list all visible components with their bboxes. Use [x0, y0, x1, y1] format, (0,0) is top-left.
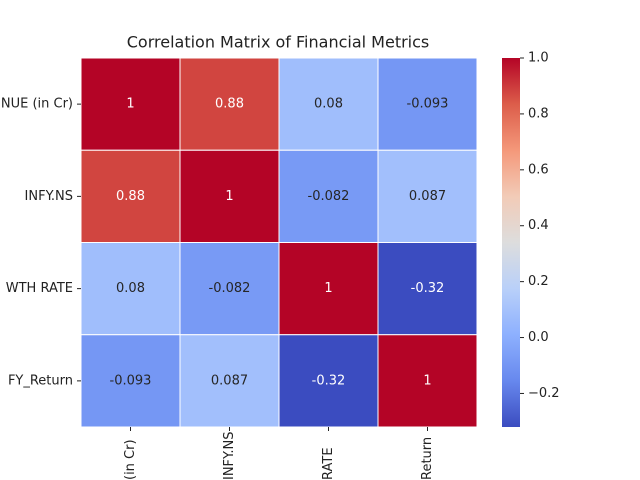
cell-label: 0.88: [215, 97, 244, 112]
colorbar-tick-label: −0.2: [528, 386, 560, 401]
chart-title: Correlation Matrix of Financial Metrics: [127, 33, 430, 52]
heatmap-cell: [179, 242, 280, 336]
heatmap-cell: [377, 57, 478, 151]
heatmap-cell: [179, 149, 280, 243]
y-tick-label: INFY.NS: [25, 189, 73, 204]
colorbar-tick-label: 0.8: [528, 106, 549, 121]
cell-label: 0.087: [409, 189, 446, 204]
cell-label: -0.32: [411, 281, 445, 296]
cell-label: -0.32: [312, 373, 346, 388]
cell-label: 0.88: [116, 189, 145, 204]
colorbar-tick-label: 0.4: [528, 218, 549, 233]
heatmap-cell: [179, 334, 280, 428]
heatmap-cell: [80, 149, 181, 243]
cell-label: -0.093: [407, 97, 449, 112]
cell-label: 1: [225, 189, 233, 204]
heatmap-cell: [377, 242, 478, 336]
x-tick-label: (in Cr): [123, 439, 138, 480]
heatmap-cell: [278, 334, 379, 428]
cell-label: -0.082: [209, 281, 251, 296]
heatmap-cell: [80, 57, 181, 151]
cell-label: 1: [126, 97, 134, 112]
cell-label: 0.087: [211, 373, 248, 388]
colorbar-tick-label: 0.6: [528, 162, 549, 177]
heatmap-cell: [377, 149, 478, 243]
y-tick-label: NUE (in Cr): [1, 97, 73, 112]
colorbar-tick-label: 1.0: [528, 51, 549, 66]
x-tick-label: RATE: [321, 447, 336, 480]
cell-label: -0.093: [110, 373, 152, 388]
colorbar-tick-label: 0.0: [528, 330, 549, 345]
cell-label: 0.08: [116, 281, 145, 296]
heatmap-cell: [278, 57, 379, 151]
heatmap-cell: [377, 334, 478, 428]
cell-label: -0.082: [308, 189, 350, 204]
cell-label: 1: [423, 373, 431, 388]
y-tick-label: FY_Return: [8, 373, 73, 388]
heatmap-cell: [179, 57, 280, 151]
colorbar: [502, 58, 520, 427]
cell-label: 1: [324, 281, 332, 296]
x-tick-label: Return: [420, 437, 435, 480]
colorbar-tick-label: 0.2: [528, 274, 549, 289]
heatmap-cell: [80, 334, 181, 428]
y-tick-label: WTH RATE: [6, 281, 73, 296]
x-tick-label: INFY.NS: [222, 432, 237, 480]
cell-label: 0.08: [314, 97, 343, 112]
